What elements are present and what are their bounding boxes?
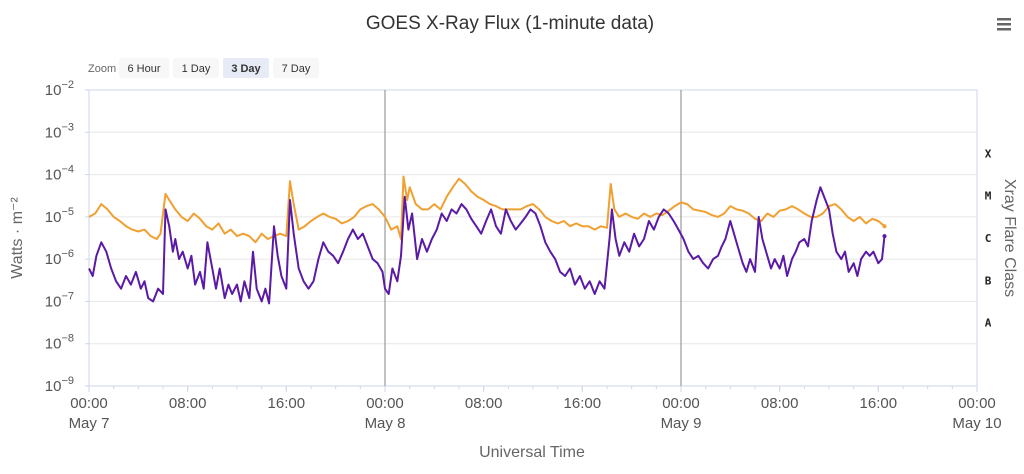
flare-class-axis: A B C M X [985,147,992,329]
x-tick-time: 16:00 [860,395,898,412]
zoom-button-6-hour[interactable]: 6 Hour [119,58,169,78]
x-tick-date: May 7 [69,415,110,432]
zoom-button-1-day[interactable]: 1 Day [173,58,219,78]
zoom-button-bg [119,58,169,78]
zoom-label: Zoom [88,63,116,75]
zoom-button-label: 7 Day [282,63,311,75]
y-tick-label: 10−6 [45,248,74,268]
x-tick-time: 08:00 [761,395,799,412]
x-axis: 00:00 May 7 08:00 16:00 00:00 May 8 08:00 16:00… [69,386,1002,432]
y-tick-label: 10−9 [45,375,74,395]
grid [88,89,978,387]
zoom-button-7-day[interactable]: 7 Day [273,58,319,78]
zoom-button-label: 1 Day [182,63,211,75]
x-tick-time: 00:00 [958,395,996,412]
y-tick-label: 10−7 [45,290,74,310]
zoom-selector: Zoom 6 Hour 1 Day 3 Day 7 Day [88,58,319,78]
flare-class-label: M [985,190,992,203]
flare-class-label: C [985,232,992,245]
y-tick-label: 10−4 [45,164,74,184]
y-tick-label: 10−2 [45,79,74,99]
chart-menu-button[interactable] [992,14,1016,36]
zoom-button-label: 6 Hour [127,63,160,75]
series-end-point-0 [882,224,887,229]
series-end-point-1 [882,234,887,239]
chart-title: GOES X-Ray Flux (1-minute data) [366,13,654,34]
x-tick-date: May 8 [365,415,406,432]
y2-axis-title: Xray Flare Class [1001,179,1018,297]
x-tick-time: 08:00 [169,395,207,412]
y-tick-label: 10−5 [45,206,74,226]
zoom-button-3-day[interactable]: 3 Day [223,58,269,78]
x-axis-title: Universal Time [479,444,585,461]
zoom-button-bg [223,58,269,78]
y-tick-label: 10−3 [45,121,74,141]
flare-class-label: X [985,147,992,160]
x-tick-time: 16:00 [564,395,602,412]
y-axis: 10−9 10−8 10−7 10−6 10−5 10−4 10−3 10−2 [45,79,89,395]
x-tick-date: May 10 [952,415,1001,432]
hamburger-icon [997,18,1011,31]
y-axis-title: Watts · m⁻² [9,197,26,279]
y-tick-label: 10−8 [45,333,74,353]
zoom-button-bg [173,58,219,78]
x-tick-time: 00:00 [70,395,108,412]
x-tick-time: 00:00 [366,395,404,412]
plot-border [88,89,978,387]
x-tick-time: 08:00 [465,395,503,412]
x-tick-time: 00:00 [662,395,700,412]
x-tick-date: May 9 [661,415,702,432]
flare-class-label: B [985,274,992,287]
flare-class-label: A [985,317,992,330]
x-tick-time: 16:00 [268,395,306,412]
series-line-1 [88,186,886,305]
series-layer [88,175,887,305]
zoom-button-bg [273,58,319,78]
zoom-button-label: 3 Day [231,63,261,75]
series-line-0 [88,175,886,244]
